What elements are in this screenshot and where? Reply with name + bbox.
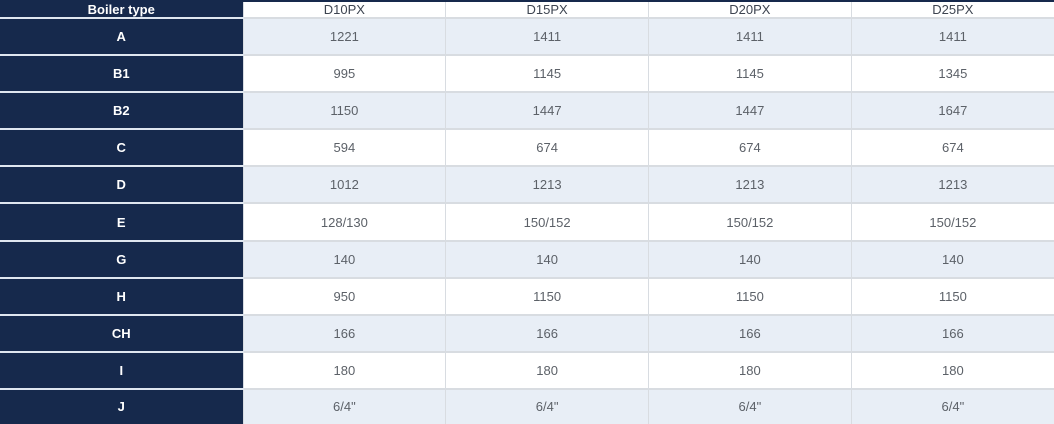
- table-row: H 950 1150 1150 1150: [0, 277, 1054, 316]
- table-row: D 1012 1213 1213 1213: [0, 166, 1054, 205]
- table-cell: 150/152: [850, 203, 1054, 242]
- table-cell: 1647: [850, 92, 1054, 131]
- row-label: H: [0, 277, 243, 316]
- table-cell: 180: [445, 351, 649, 390]
- table-cell: 1345: [850, 55, 1054, 94]
- table-cell: 1012: [242, 166, 446, 205]
- row-label: A: [0, 18, 243, 57]
- table-cell: 166: [648, 314, 852, 353]
- table-row: CH 166 166 166 166: [0, 314, 1054, 353]
- table-row: I 180 180 180 180: [0, 351, 1054, 390]
- table-cell: 140: [445, 240, 649, 279]
- table-cell: 1150: [445, 277, 649, 316]
- table-cell: 6/4": [445, 388, 649, 424]
- table-cell: 594: [242, 129, 446, 168]
- table-cell: 1221: [242, 18, 446, 57]
- table-cell: 1447: [445, 92, 649, 131]
- table-cell: 150/152: [445, 203, 649, 242]
- table-cell: 1411: [648, 18, 852, 57]
- table-cell: 995: [242, 55, 446, 94]
- table-cell: 1150: [850, 277, 1054, 316]
- table-cell: 1411: [850, 18, 1054, 57]
- table-cell: 6/4": [648, 388, 852, 424]
- table-cell: 1145: [445, 55, 649, 94]
- column-header-d15px: D15PX: [445, 1, 649, 19]
- table-cell: 166: [242, 314, 446, 353]
- table-cell: 1213: [648, 166, 852, 205]
- table-row: A 1221 1411 1411 1411: [0, 18, 1054, 57]
- table-cell: 166: [850, 314, 1054, 353]
- table-cell: 1447: [648, 92, 852, 131]
- boiler-type-header: Boiler type: [0, 1, 243, 19]
- table-cell: 180: [242, 351, 446, 390]
- table-cell: 1150: [648, 277, 852, 316]
- row-label: B1: [0, 55, 243, 94]
- table-cell: 1150: [242, 92, 446, 131]
- row-label: J: [0, 388, 243, 424]
- table-cell: 1213: [850, 166, 1054, 205]
- table-cell: 674: [445, 129, 649, 168]
- table-cell: 674: [850, 129, 1054, 168]
- table-cell: 180: [648, 351, 852, 390]
- table-row: B2 1150 1447 1447 1647: [0, 92, 1054, 131]
- column-header-d10px: D10PX: [242, 1, 446, 19]
- table-cell: 674: [648, 129, 852, 168]
- table-cell: 1411: [445, 18, 649, 57]
- table-cell: 140: [648, 240, 852, 279]
- table-cell: 950: [242, 277, 446, 316]
- table-cell: 140: [242, 240, 446, 279]
- table-cell: 1213: [445, 166, 649, 205]
- row-label: E: [0, 203, 243, 242]
- table-cell: 6/4": [242, 388, 446, 424]
- table-row: J 6/4" 6/4" 6/4" 6/4": [0, 388, 1054, 424]
- column-header-d20px: D20PX: [648, 1, 852, 19]
- row-label: C: [0, 129, 243, 168]
- table-cell: 1145: [648, 55, 852, 94]
- table-row: E 128/130 150/152 150/152 150/152: [0, 203, 1054, 242]
- table-cell: 150/152: [648, 203, 852, 242]
- row-label: G: [0, 240, 243, 279]
- table-row: B1 995 1145 1145 1345: [0, 55, 1054, 94]
- table-row: C 594 674 674 674: [0, 129, 1054, 168]
- table-cell: 128/130: [242, 203, 446, 242]
- row-label: CH: [0, 314, 243, 353]
- header-row: Boiler type D10PX D15PX D20PX D25PX: [0, 1, 1054, 19]
- column-header-d25px: D25PX: [850, 1, 1054, 19]
- table-row: G 140 140 140 140: [0, 240, 1054, 279]
- table-cell: 180: [850, 351, 1054, 390]
- table-cell: 140: [850, 240, 1054, 279]
- row-label: B2: [0, 92, 243, 131]
- table-cell: 6/4": [850, 388, 1054, 424]
- table-cell: 166: [445, 314, 649, 353]
- row-label: D: [0, 166, 243, 205]
- row-label: I: [0, 351, 243, 390]
